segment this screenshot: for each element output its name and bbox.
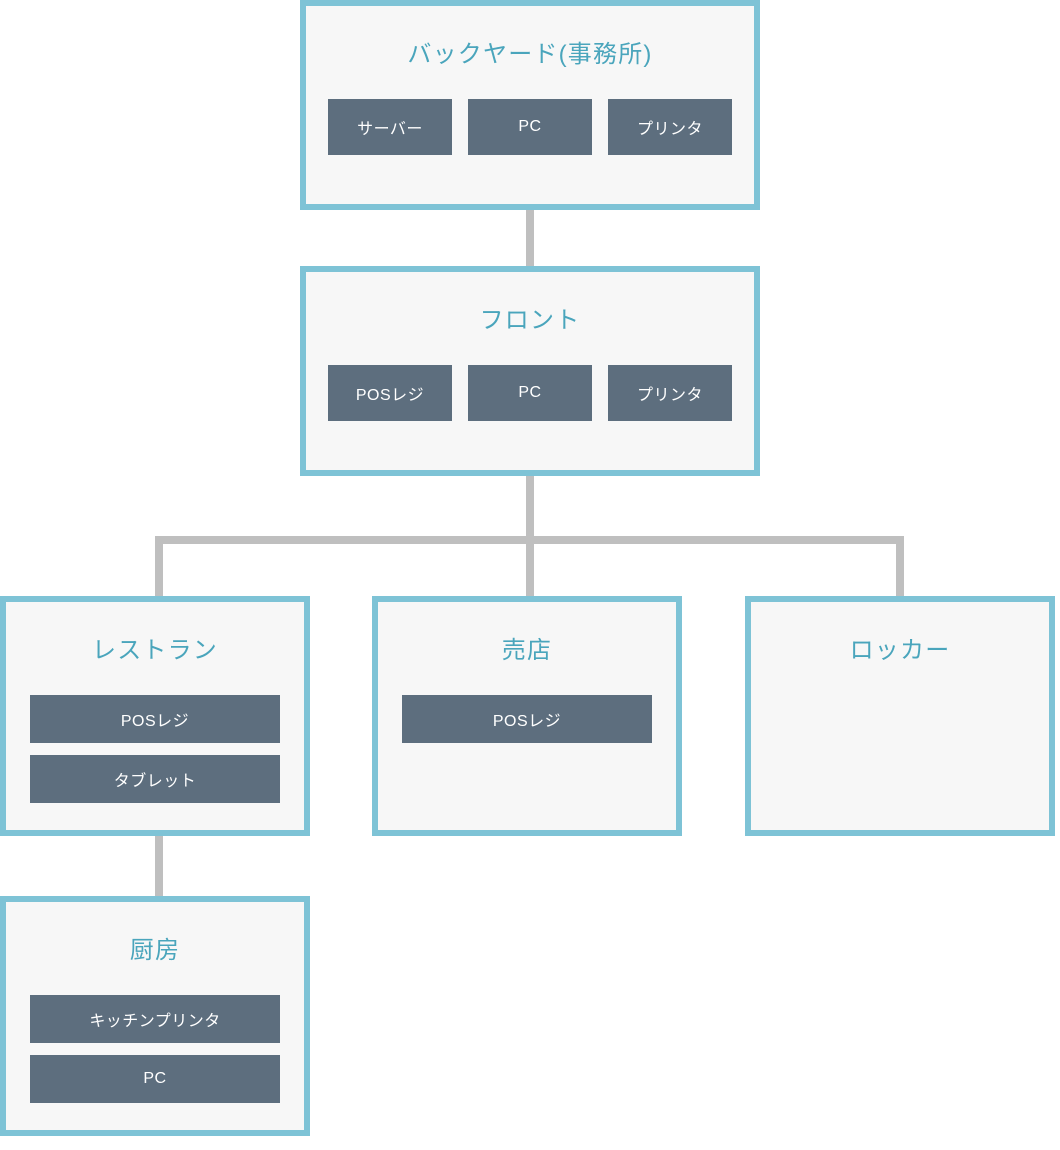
node-restaurant: レストラン POSレジタブレット [0,596,310,836]
node-item: プリンタ [608,99,732,155]
node-item: PC [30,1055,280,1103]
node-items: POSレジ PC プリンタ [306,365,754,445]
node-item: タブレット [30,755,280,803]
node-title: ロッカー [850,630,951,665]
node-item: サーバー [328,99,452,155]
connector-segment [526,536,534,596]
node-title: 厨房 [130,930,180,965]
node-item: キッチンプリンタ [30,995,280,1043]
node-items: キッチンプリンタ PC [6,995,304,1127]
node-items: POSレジタブレット [6,695,304,827]
node-item: PC [468,99,592,155]
node-title: バックヤード(事務所) [407,34,652,69]
node-backyard: バックヤード(事務所) サーバー PC プリンタ [300,0,760,210]
node-title: フロント [480,300,581,335]
node-title: 売店 [502,630,552,665]
diagram-canvas: バックヤード(事務所)サーバーPCプリンタフロントPOSレジPCプリンタレストラ… [0,0,1060,1150]
connector-segment [155,536,903,544]
node-items [751,695,1049,719]
node-locker: ロッカー [745,596,1055,836]
connector-segment [896,536,904,596]
connector-segment [526,210,534,266]
connector-segment [526,476,534,540]
node-title: レストラン [92,630,218,665]
node-shop: 売店 POSレジ [372,596,682,836]
connector-segment [155,536,163,596]
node-item: POSレジ [402,695,652,743]
connector-segment [155,836,163,896]
node-kitchen: 厨房キッチンプリンタ PC [0,896,310,1136]
node-items: サーバー PC プリンタ [306,99,754,179]
node-front: フロント POSレジ PC プリンタ [300,266,760,476]
node-item: プリンタ [608,365,732,421]
node-item: POSレジ [30,695,280,743]
node-item: PC [468,365,592,421]
node-items: POSレジ [378,695,676,767]
node-item: POSレジ [328,365,452,421]
